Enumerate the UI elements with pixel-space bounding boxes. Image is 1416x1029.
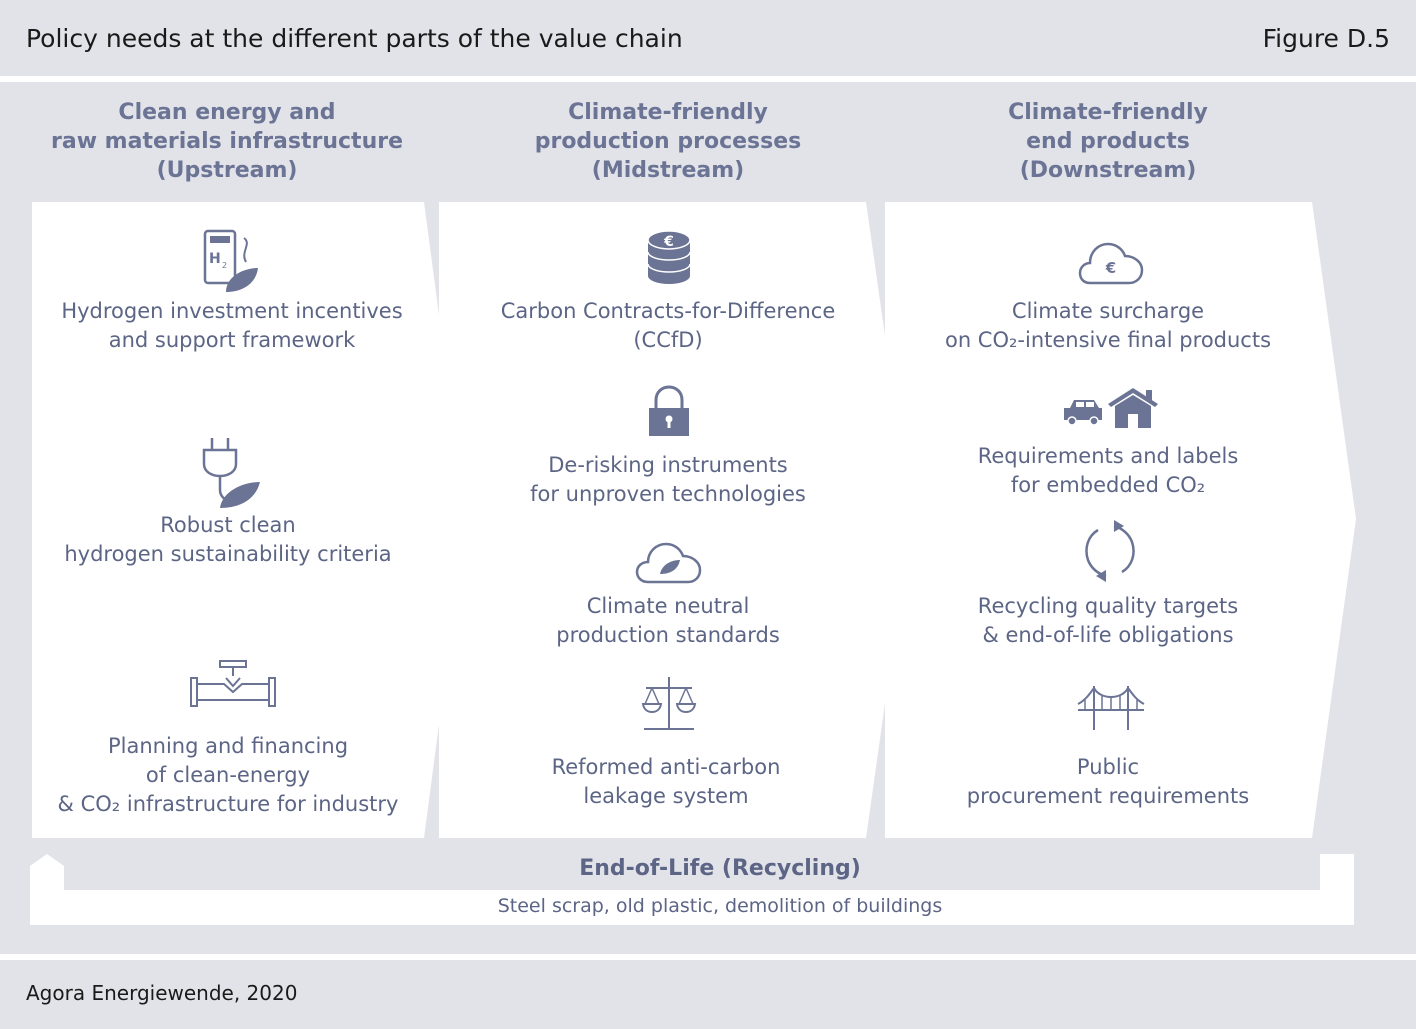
item-line: Reformed anti-carbon	[551, 755, 781, 779]
svg-text:H: H	[209, 251, 221, 267]
item-line: De-risking instruments	[548, 453, 788, 477]
heading-line: (Midstream)	[591, 158, 745, 183]
heading-downstream: Climate-friendly end products (Downstrea…	[888, 98, 1328, 185]
euro-coins-icon: €	[647, 230, 691, 284]
item-line: & end-of-life obligations	[982, 623, 1234, 647]
source-credit: Agora Energiewende, 2020	[26, 981, 298, 1005]
heading-line: production processes	[534, 129, 802, 154]
header-divider	[0, 76, 1416, 82]
item-line: for unproven technologies	[530, 482, 806, 506]
item-line: Recycling quality targets	[977, 594, 1239, 618]
item-line: on CO₂-intensive final products	[944, 328, 1272, 352]
heading-line: (Upstream)	[156, 158, 298, 183]
heading-line: raw materials infrastructure	[51, 129, 403, 154]
item-anti-carbon-leakage: Reformed anti-carbon leakage system	[466, 753, 866, 811]
upstream-chevron	[32, 202, 466, 838]
recycling-subtitle: Steel scrap, old plastic, demolition of …	[497, 895, 943, 917]
recycling-title: End-of-Life (Recycling)	[579, 856, 861, 881]
item-line: production standards	[556, 623, 780, 647]
item-line: for embedded CO₂	[1010, 473, 1206, 497]
bridge-icon	[1077, 686, 1145, 730]
heading-line: Climate-friendly	[1008, 100, 1208, 125]
item-line: Climate surcharge	[1011, 299, 1205, 323]
header-bar: Policy needs at the different parts of t…	[0, 0, 1416, 76]
scales-icon	[641, 677, 697, 730]
item-recycling-targets: Recycling quality targets & end-of-life …	[908, 592, 1308, 650]
item-line: Hydrogen investment incentives	[61, 299, 403, 323]
plug-leaf-icon	[202, 438, 260, 508]
item-requirements-labels: Requirements and labels for embedded CO₂	[908, 442, 1308, 500]
recycling-loop	[30, 854, 1354, 925]
pipeline-icon	[190, 660, 276, 707]
item-line: Planning and financing	[107, 734, 349, 758]
item-line: and support framework	[108, 328, 356, 352]
item-line: Carbon Contracts-for-Difference	[500, 299, 836, 323]
heading-upstream: Clean energy and raw materials infrastru…	[7, 98, 447, 185]
item-hydrogen-incentives: Hydrogen investment incentives and suppo…	[32, 297, 432, 355]
item-line: procurement requirements	[966, 784, 1250, 808]
svg-text:€: €	[1105, 259, 1116, 277]
item-ccfd: Carbon Contracts-for-Difference (CCfD)	[468, 297, 868, 355]
item-sustainability-criteria: Robust clean hydrogen sustainability cri…	[28, 511, 428, 569]
svg-text:2: 2	[222, 261, 227, 270]
item-line: of clean-energy	[145, 763, 311, 787]
car-house-icon	[1064, 388, 1158, 428]
item-line: Robust clean	[160, 513, 296, 537]
recycle-arrows-icon	[1085, 520, 1135, 582]
item-climate-surcharge: Climate surcharge on CO₂-intensive final…	[908, 297, 1308, 355]
downstream-chevron	[885, 202, 1356, 838]
footer-divider	[0, 954, 1416, 960]
hydrogen-station-icon: H 2	[203, 229, 258, 292]
item-line: & CO₂ infrastructure for industry	[57, 792, 399, 816]
item-line: Climate neutral	[586, 594, 750, 618]
heading-line: Clean energy and	[118, 100, 336, 125]
item-production-standards: Climate neutral production standards	[468, 592, 868, 650]
svg-text:€: €	[663, 234, 674, 250]
cloud-euro-icon: €	[1078, 242, 1144, 285]
figure-title: Policy needs at the different parts of t…	[26, 24, 683, 53]
heading-line: Climate-friendly	[568, 100, 768, 125]
figure-number: Figure D.5	[1262, 24, 1390, 53]
padlock-icon	[649, 385, 689, 436]
item-line: Public	[1076, 755, 1140, 779]
heading-midstream: Climate-friendly production processes (M…	[448, 98, 888, 185]
midstream-chevron	[439, 202, 911, 838]
item-line: (CCfD)	[633, 328, 703, 352]
item-line: hydrogen sustainability criteria	[64, 542, 392, 566]
item-derisking: De-risking instruments for unproven tech…	[468, 451, 868, 509]
heading-line: (Downstream)	[1019, 158, 1197, 183]
item-public-procurement: Public procurement requirements	[908, 753, 1308, 811]
item-line: Requirements and labels	[977, 444, 1239, 468]
heading-line: end products	[1026, 129, 1190, 154]
cloud-leaf-icon	[635, 542, 702, 584]
item-infrastructure-planning: Planning and financing of clean-energy &…	[28, 732, 428, 819]
item-line: leakage system	[583, 784, 749, 808]
